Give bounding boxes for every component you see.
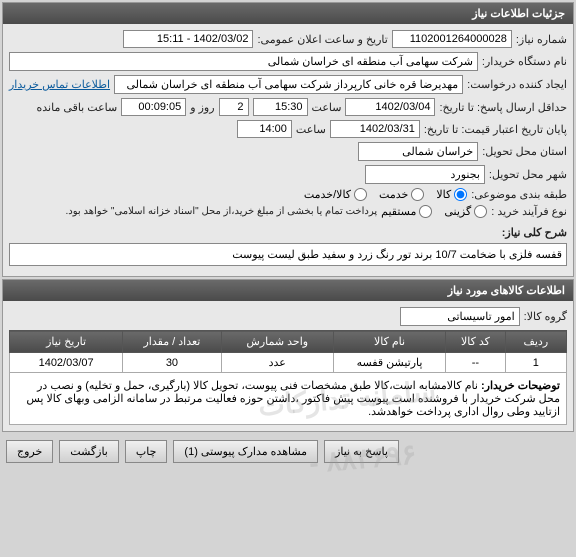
col-unit: واحد شمارش [221,331,333,353]
time-label-2: ساعت [296,123,326,136]
process-note: پرداخت تمام یا بخشی از مبلغ خرید،از محل … [66,206,378,217]
group-label: گروه کالا: [524,310,567,323]
validity-date: 1402/03/31 [330,120,420,138]
col-qty: تعداد / مقدار [123,331,221,353]
deadline-label: حداقل ارسال پاسخ: تا تاریخ: [439,101,567,114]
main-header: جزئیات اطلاعات نیاز [3,3,573,24]
print-button[interactable]: چاپ [125,440,168,463]
days-label: روز و [190,101,214,114]
radio-kala-khadamat-input[interactable] [354,188,367,201]
radio-gozini[interactable]: گزینی [444,205,487,218]
col-code: کد کالا [446,331,505,353]
radio-kala-khadamat-label: کالا/خدمت [304,188,351,201]
radio-gozini-label: گزینی [444,205,471,218]
creator-value: مهدیرضا قره خانی کارپرداز شرکت سهامی آب … [114,75,463,94]
validity-time: 14:00 [237,120,292,138]
deadline-date: 1402/03/04 [345,98,435,116]
radio-mostaghim-label: مستقیم [381,205,416,218]
items-table: ردیف کد کالا نام کالا واحد شمارش تعداد /… [9,330,567,425]
radio-kala[interactable]: کالا [436,188,467,201]
radio-mostaghim[interactable]: مستقیم [381,205,432,218]
col-row: ردیف [505,331,566,353]
table-head-row: ردیف کد کالا نام کالا واحد شمارش تعداد /… [10,331,567,353]
validity-label: پایان تاریخ اعتبار قیمت: تا تاریخ: [424,123,567,136]
contact-link[interactable]: اطلاعات تماس خریدار [9,78,110,91]
note-value: نام کالامشابه است،کالا طبق مشخصات فنی پی… [26,380,560,418]
cell-row: 1 [505,353,566,373]
subject-type-label: طبقه بندی موضوعی: [471,188,567,201]
desc-label: شرح کلی نیاز: [502,226,567,239]
province-label: استان محل تحویل: [482,145,567,158]
radio-khadamat-input[interactable] [411,188,424,201]
cell-unit: عدد [221,353,333,373]
cell-name: پارتیشن قفسه [333,353,445,373]
radio-kala-input[interactable] [454,188,467,201]
radio-khadamat-label: خدمت [379,188,408,201]
cell-code: -- [446,353,505,373]
announce-value: 1402/03/02 - 15:11 [123,30,253,48]
radio-mostaghim-input[interactable] [419,205,432,218]
remain-label: ساعت باقی مانده [37,101,118,114]
city-label: شهر محل تحویل: [489,168,567,181]
cell-qty: 30 [123,353,221,373]
desc-value: قفسه فلزی با ضخامت 10/7 برند تور رنگ زرد… [9,243,567,266]
footer-buttons: پاسخ به نیاز مشاهده مدارک پیوستی (1) چاپ… [0,434,576,469]
col-name: نام کالا [333,331,445,353]
time-label-1: ساعت [312,101,342,114]
cell-date: 1402/03/07 [10,353,123,373]
days-value: 2 [219,98,249,116]
city-value: بجنورد [365,165,485,184]
buyer-value: شرکت سهامی آب منطقه ای خراسان شمالی [9,52,478,71]
attachments-button[interactable]: مشاهده مدارک پیوستی (1) [173,440,318,463]
buyer-label: نام دستگاه خریدار: [482,55,567,68]
back-button[interactable]: بازگشت [59,440,119,463]
remain-time: 00:09:05 [121,98,186,116]
items-header: اطلاعات کالاهای مورد نیاز [3,280,573,301]
group-value: امور تاسیساتی [400,307,520,326]
province-value: خراسان شمالی [358,142,478,161]
need-no-label: شماره نیاز: [516,33,567,46]
radio-gozini-input[interactable] [474,205,487,218]
respond-button[interactable]: پاسخ به نیاز [324,440,399,463]
exit-button[interactable]: خروج [6,440,53,463]
radio-khadamat[interactable]: خدمت [379,188,424,201]
radio-kala-khadamat[interactable]: کالا/خدمت [304,188,367,201]
table-row[interactable]: 1 -- پارتیشن قفسه عدد 30 1402/03/07 [10,353,567,373]
creator-label: ایجاد کننده درخواست: [467,78,567,91]
radio-kala-label: کالا [436,188,451,201]
process-radio-group: گزینی مستقیم [381,205,487,218]
announce-label: تاریخ و ساعت اعلان عمومی: [257,33,387,46]
table-note-row: توضیحات خریدار: نام کالامشابه است،کالا ط… [10,373,567,425]
note-label: توضیحات خریدار: [481,380,560,392]
subject-radio-group: کالا خدمت کالا/خدمت [304,188,467,201]
col-date: تاریخ نیاز [10,331,123,353]
need-no-value: 1102001264000028 [392,30,512,48]
process-label: نوع فرآیند خرید : [491,205,567,218]
deadline-time: 15:30 [253,98,308,116]
